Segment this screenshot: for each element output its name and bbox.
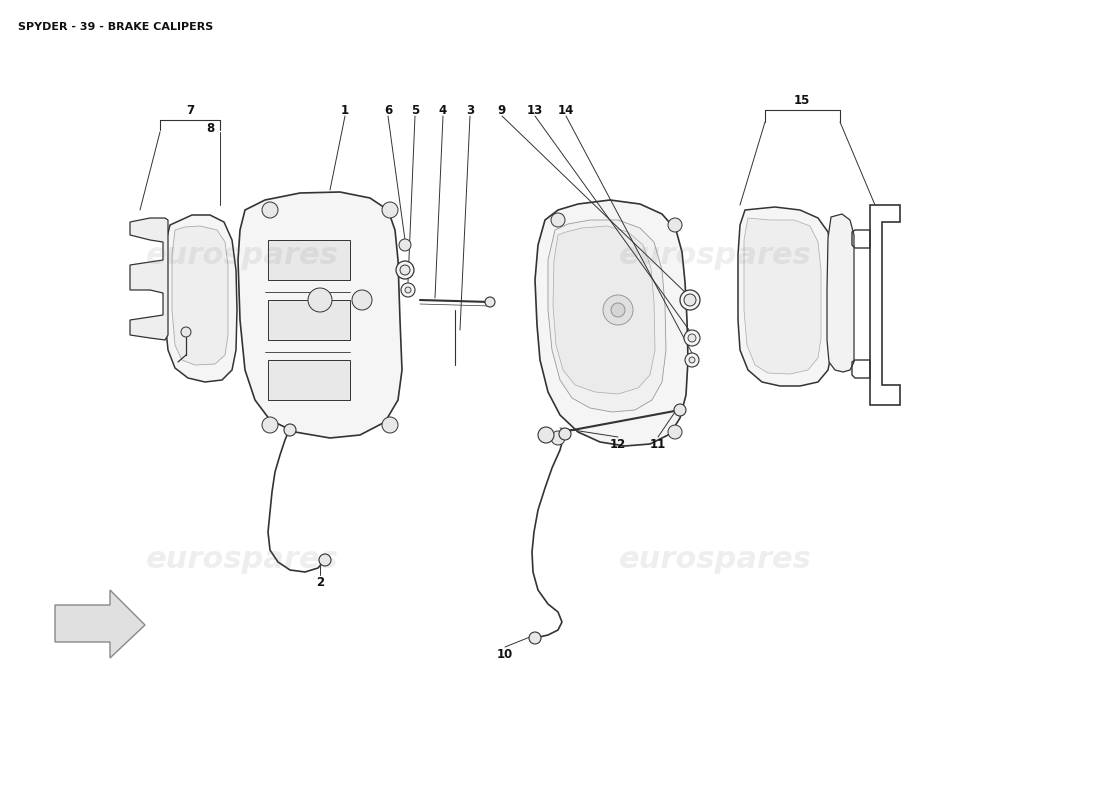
Circle shape: [382, 202, 398, 218]
Text: 13: 13: [527, 103, 543, 117]
Text: 11: 11: [650, 438, 667, 451]
Text: eurospares: eurospares: [145, 546, 339, 574]
Text: 1: 1: [341, 103, 349, 117]
Circle shape: [319, 554, 331, 566]
Circle shape: [308, 288, 332, 312]
Bar: [268, 300, 350, 340]
Polygon shape: [163, 215, 236, 382]
Circle shape: [559, 428, 571, 440]
Circle shape: [399, 239, 411, 251]
Circle shape: [485, 297, 495, 307]
Circle shape: [668, 218, 682, 232]
Circle shape: [551, 431, 565, 445]
Circle shape: [610, 303, 625, 317]
Circle shape: [551, 213, 565, 227]
Polygon shape: [238, 192, 402, 438]
Circle shape: [352, 290, 372, 310]
Text: SPYDER - 39 - BRAKE CALIPERS: SPYDER - 39 - BRAKE CALIPERS: [18, 22, 213, 32]
Circle shape: [674, 404, 686, 416]
Polygon shape: [548, 220, 666, 412]
Circle shape: [262, 202, 278, 218]
Circle shape: [402, 283, 415, 297]
Text: 4: 4: [439, 103, 447, 117]
Circle shape: [603, 295, 632, 325]
Text: 3: 3: [466, 103, 474, 117]
Circle shape: [262, 417, 278, 433]
Text: 5: 5: [411, 103, 419, 117]
Circle shape: [529, 632, 541, 644]
Bar: [268, 240, 350, 280]
Polygon shape: [172, 226, 228, 365]
Circle shape: [284, 424, 296, 436]
Polygon shape: [553, 226, 654, 394]
Circle shape: [405, 287, 411, 293]
Circle shape: [685, 353, 698, 367]
Text: 10: 10: [497, 649, 513, 662]
Polygon shape: [130, 218, 168, 340]
Circle shape: [684, 330, 700, 346]
Circle shape: [382, 417, 398, 433]
Text: 15: 15: [794, 94, 811, 106]
Text: eurospares: eurospares: [145, 242, 339, 270]
Circle shape: [396, 261, 414, 279]
Circle shape: [684, 294, 696, 306]
Polygon shape: [744, 218, 821, 374]
Text: eurospares: eurospares: [618, 242, 812, 270]
Circle shape: [668, 425, 682, 439]
Polygon shape: [535, 200, 688, 446]
Text: 7: 7: [186, 103, 194, 117]
Text: 14: 14: [558, 103, 574, 117]
Bar: [268, 360, 350, 400]
Text: eurospares: eurospares: [618, 546, 812, 574]
Polygon shape: [827, 214, 854, 372]
Circle shape: [688, 334, 696, 342]
Circle shape: [689, 357, 695, 363]
Polygon shape: [738, 207, 832, 386]
Text: 2: 2: [316, 575, 324, 589]
Text: 6: 6: [384, 103, 392, 117]
Circle shape: [680, 290, 700, 310]
Polygon shape: [55, 590, 145, 658]
Circle shape: [400, 265, 410, 275]
Text: 12: 12: [609, 438, 626, 451]
Text: 8: 8: [206, 122, 214, 134]
Text: 9: 9: [498, 103, 506, 117]
Circle shape: [182, 327, 191, 337]
Circle shape: [538, 427, 554, 443]
